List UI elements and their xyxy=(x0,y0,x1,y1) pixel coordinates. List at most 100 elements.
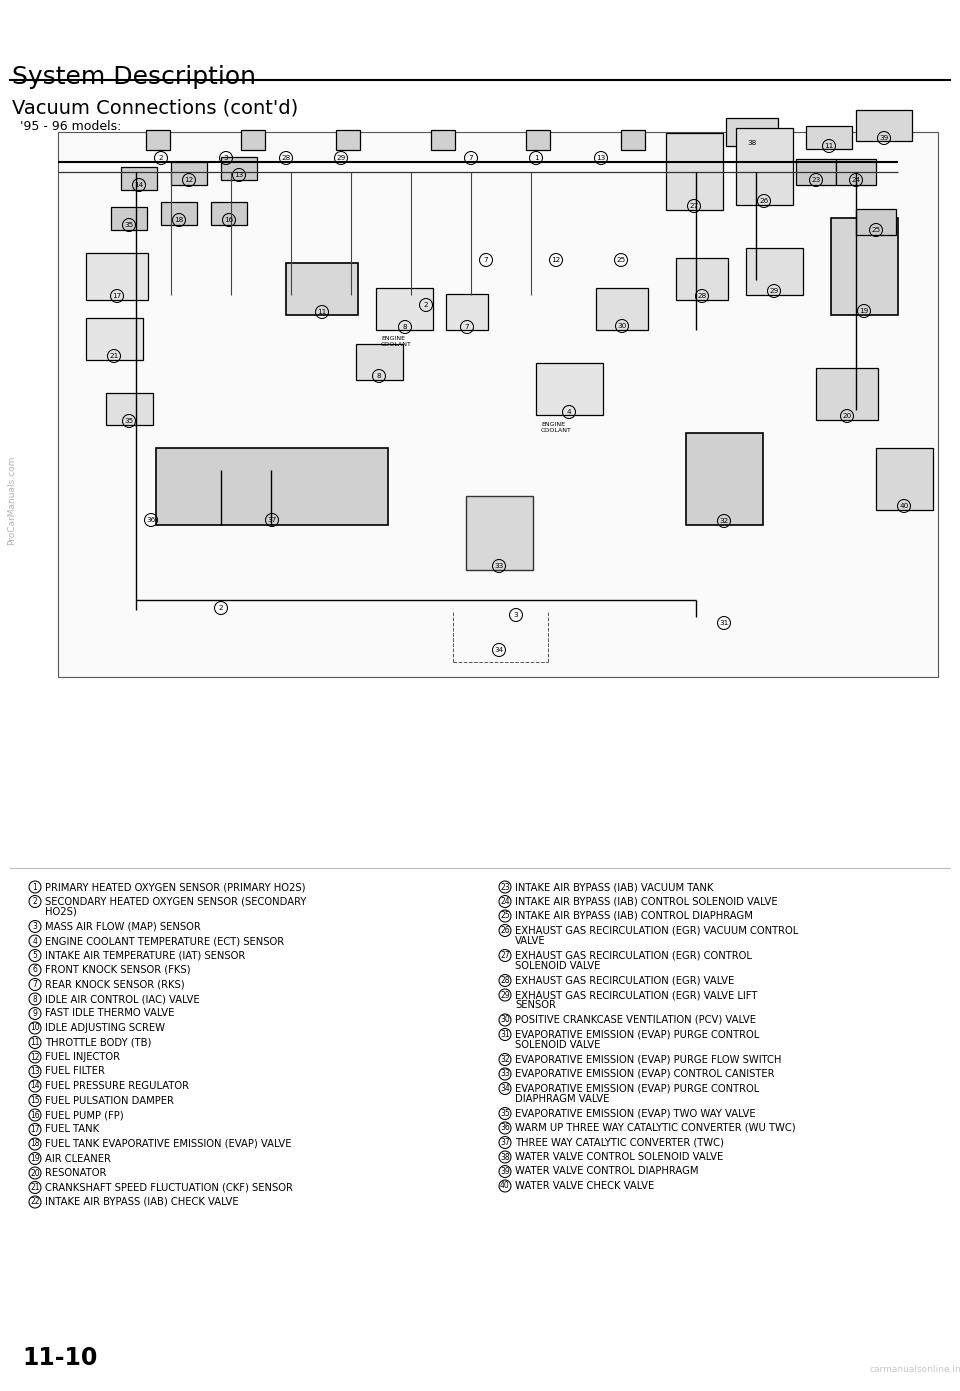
Text: 36: 36 xyxy=(500,1124,510,1132)
Text: REAR KNOCK SENSOR (RKS): REAR KNOCK SENSOR (RKS) xyxy=(45,979,184,989)
Bar xyxy=(856,209,896,235)
Bar xyxy=(806,127,852,149)
Text: 7: 7 xyxy=(465,324,469,330)
Text: 12: 12 xyxy=(31,1053,39,1061)
Text: 19: 19 xyxy=(859,307,869,314)
Text: 17: 17 xyxy=(30,1125,39,1134)
Text: ProCarManuals.com: ProCarManuals.com xyxy=(7,455,16,545)
Text: 21: 21 xyxy=(109,353,119,359)
Text: VALVE: VALVE xyxy=(515,936,545,946)
Text: 6: 6 xyxy=(33,965,37,975)
Text: 27: 27 xyxy=(500,951,510,960)
Text: 25: 25 xyxy=(872,227,880,234)
Text: 4: 4 xyxy=(33,936,37,946)
Text: FUEL PRESSURE REGULATOR: FUEL PRESSURE REGULATOR xyxy=(45,1081,189,1091)
Text: 11: 11 xyxy=(825,143,833,149)
Text: FRONT KNOCK SENSOR (FKS): FRONT KNOCK SENSOR (FKS) xyxy=(45,965,190,975)
Text: 26: 26 xyxy=(759,198,769,204)
Bar xyxy=(621,129,645,150)
Text: ENGINE
COOLANT: ENGINE COOLANT xyxy=(541,421,572,433)
Text: FUEL TANK: FUEL TANK xyxy=(45,1124,99,1135)
Text: 29: 29 xyxy=(769,288,779,294)
Bar xyxy=(831,218,898,314)
Text: FUEL TANK EVAPORATIVE EMISSION (EVAP) VALVE: FUEL TANK EVAPORATIVE EMISSION (EVAP) VA… xyxy=(45,1139,292,1149)
Text: 39: 39 xyxy=(879,135,889,140)
Text: 14: 14 xyxy=(134,182,144,188)
Text: ENGINE
COOLANT: ENGINE COOLANT xyxy=(381,337,412,346)
Text: ENGINE COOLANT TEMPERATURE (ECT) SENSOR: ENGINE COOLANT TEMPERATURE (ECT) SENSOR xyxy=(45,936,284,946)
Text: '95 - 96 models:: '95 - 96 models: xyxy=(20,120,121,134)
Text: 39: 39 xyxy=(500,1167,510,1175)
Text: 33: 33 xyxy=(500,1070,510,1078)
Text: 35: 35 xyxy=(125,419,133,424)
Text: EXHAUST GAS RECIRCULATION (EGR) VALVE LIFT: EXHAUST GAS RECIRCULATION (EGR) VALVE LI… xyxy=(515,990,757,1000)
Text: carmanualsonline.info: carmanualsonline.info xyxy=(870,1365,960,1374)
Text: 24: 24 xyxy=(500,897,510,906)
Text: EXHAUST GAS RECIRCULATION (EGR) VACUUM CONTROL: EXHAUST GAS RECIRCULATION (EGR) VACUUM C… xyxy=(515,925,799,936)
Text: 10: 10 xyxy=(30,1024,39,1032)
Bar xyxy=(221,157,257,179)
Text: 35: 35 xyxy=(125,223,133,228)
Text: 8: 8 xyxy=(402,324,407,330)
Text: RESONATOR: RESONATOR xyxy=(45,1168,107,1178)
Text: 25: 25 xyxy=(500,911,510,921)
Text: 13: 13 xyxy=(234,172,244,178)
Text: INTAKE AIR BYPASS (IAB) VACUUM TANK: INTAKE AIR BYPASS (IAB) VACUUM TANK xyxy=(515,882,713,892)
Text: MASS AIR FLOW (MAP) SENSOR: MASS AIR FLOW (MAP) SENSOR xyxy=(45,921,201,932)
Text: 31: 31 xyxy=(500,1029,510,1039)
Text: FAST IDLE THERMO VALVE: FAST IDLE THERMO VALVE xyxy=(45,1008,175,1018)
Bar xyxy=(596,288,648,330)
Text: 35: 35 xyxy=(500,1109,510,1118)
Text: INTAKE AIR TEMPERATURE (IAT) SENSOR: INTAKE AIR TEMPERATURE (IAT) SENSOR xyxy=(45,950,245,961)
Text: FUEL PULSATION DAMPER: FUEL PULSATION DAMPER xyxy=(45,1096,174,1106)
Bar xyxy=(796,159,836,185)
Text: 30: 30 xyxy=(500,1015,510,1025)
Text: EVAPORATIVE EMISSION (EVAP) TWO WAY VALVE: EVAPORATIVE EMISSION (EVAP) TWO WAY VALV… xyxy=(515,1109,756,1118)
Text: Vacuum Connections (cont'd): Vacuum Connections (cont'd) xyxy=(12,97,299,117)
Text: WATER VALVE CONTROL SOLENOID VALVE: WATER VALVE CONTROL SOLENOID VALVE xyxy=(515,1152,723,1161)
Text: THROTTLE BODY (TB): THROTTLE BODY (TB) xyxy=(45,1038,152,1047)
Text: AIR CLEANER: AIR CLEANER xyxy=(45,1153,110,1163)
Bar xyxy=(446,294,488,330)
Text: 7: 7 xyxy=(484,257,489,263)
Text: 9: 9 xyxy=(33,1008,37,1018)
Bar xyxy=(58,132,938,677)
Bar xyxy=(241,129,265,150)
Text: 26: 26 xyxy=(500,926,510,935)
Bar xyxy=(856,110,912,140)
Text: 32: 32 xyxy=(719,517,729,524)
Text: 18: 18 xyxy=(175,217,183,223)
Text: 3: 3 xyxy=(33,922,37,931)
Text: 7: 7 xyxy=(33,981,37,989)
Text: 13: 13 xyxy=(596,154,606,161)
Text: 11: 11 xyxy=(31,1038,39,1047)
Bar xyxy=(676,257,728,300)
Bar xyxy=(121,167,157,191)
Text: 11-10: 11-10 xyxy=(22,1346,97,1370)
Text: 18: 18 xyxy=(31,1139,39,1149)
Text: EVAPORATIVE EMISSION (EVAP) PURGE FLOW SWITCH: EVAPORATIVE EMISSION (EVAP) PURGE FLOW S… xyxy=(515,1054,781,1064)
Text: 25: 25 xyxy=(616,257,626,263)
Text: 28: 28 xyxy=(281,154,291,161)
Bar xyxy=(211,202,247,225)
Text: 34: 34 xyxy=(494,647,504,652)
Bar xyxy=(376,288,433,330)
Text: System Description: System Description xyxy=(12,65,256,89)
Text: 32: 32 xyxy=(500,1054,510,1064)
Text: 33: 33 xyxy=(494,563,504,569)
Text: IDLE AIR CONTROL (IAC) VALVE: IDLE AIR CONTROL (IAC) VALVE xyxy=(45,995,200,1004)
Bar xyxy=(111,207,147,230)
Text: EVAPORATIVE EMISSION (EVAP) CONTROL CANISTER: EVAPORATIVE EMISSION (EVAP) CONTROL CANI… xyxy=(515,1070,775,1079)
Text: FUEL INJECTOR: FUEL INJECTOR xyxy=(45,1052,120,1061)
Text: 17: 17 xyxy=(112,294,122,299)
Text: EVAPORATIVE EMISSION (EVAP) PURGE CONTROL: EVAPORATIVE EMISSION (EVAP) PURGE CONTRO… xyxy=(515,1084,759,1093)
Text: 31: 31 xyxy=(719,620,729,626)
Text: 20: 20 xyxy=(30,1168,39,1178)
Bar xyxy=(736,128,793,204)
Text: SOLENOID VALVE: SOLENOID VALVE xyxy=(515,961,600,971)
Bar xyxy=(171,161,207,185)
Bar xyxy=(106,394,153,426)
Text: 13: 13 xyxy=(30,1067,39,1077)
Text: 2: 2 xyxy=(33,897,37,906)
Text: 38: 38 xyxy=(748,140,756,146)
